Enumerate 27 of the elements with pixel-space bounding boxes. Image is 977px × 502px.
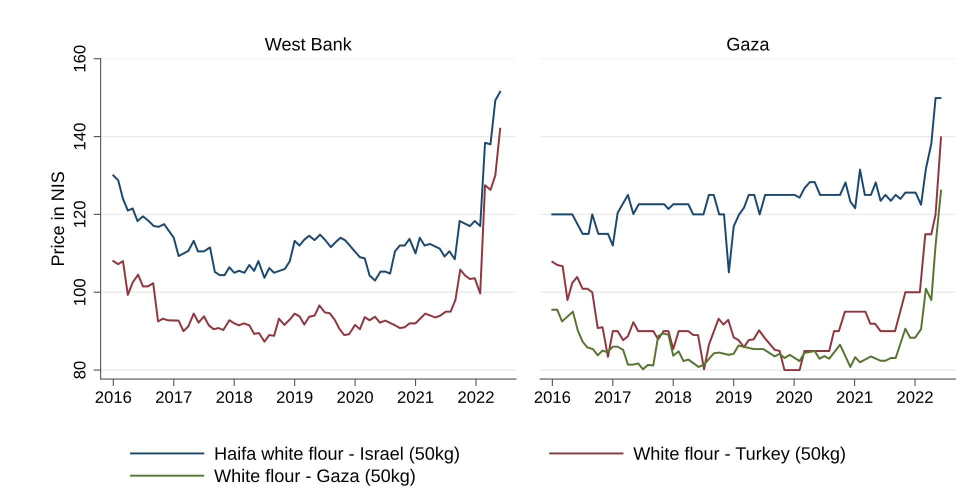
- x-tick-label: 2018: [656, 391, 692, 404]
- x-tick-label: 2019: [276, 391, 312, 404]
- line-series: [112, 128, 502, 343]
- y-tick-label: 100: [74, 278, 86, 305]
- x-tick-label: 2021: [398, 391, 434, 404]
- legend-label: Haifa white flour - Israel (50kg): [216, 446, 459, 464]
- y-tick-label: 160: [74, 45, 86, 72]
- legend-label: White flour - Turkey (50kg): [633, 446, 845, 464]
- x-tick-label: 2020: [337, 391, 373, 404]
- y-tick-label: 120: [74, 201, 86, 228]
- chart-title: Gaza: [727, 38, 770, 51]
- y-tick-label: 140: [74, 123, 86, 150]
- x-tick-label: 2017: [595, 391, 631, 404]
- x-tick-label: 2022: [458, 391, 494, 404]
- x-tick-label: 2018: [216, 391, 252, 404]
- x-tick-label: 2019: [716, 391, 752, 404]
- line-series: [112, 90, 502, 282]
- x-tick-label: 2017: [156, 391, 192, 404]
- x-tick-label: 2016: [96, 391, 132, 404]
- x-tick-label: 2021: [836, 391, 872, 404]
- legend-label: White flour - Gaza (50kg): [214, 468, 415, 486]
- x-tick-label: 2016: [534, 391, 570, 404]
- y-axis-title: Price in NIS: [50, 172, 64, 266]
- chart-title: West Bank: [264, 37, 352, 51]
- x-tick-label: 2020: [776, 391, 812, 404]
- y-tick-label: 80: [74, 361, 86, 379]
- x-tick-label: 2022: [897, 391, 933, 404]
